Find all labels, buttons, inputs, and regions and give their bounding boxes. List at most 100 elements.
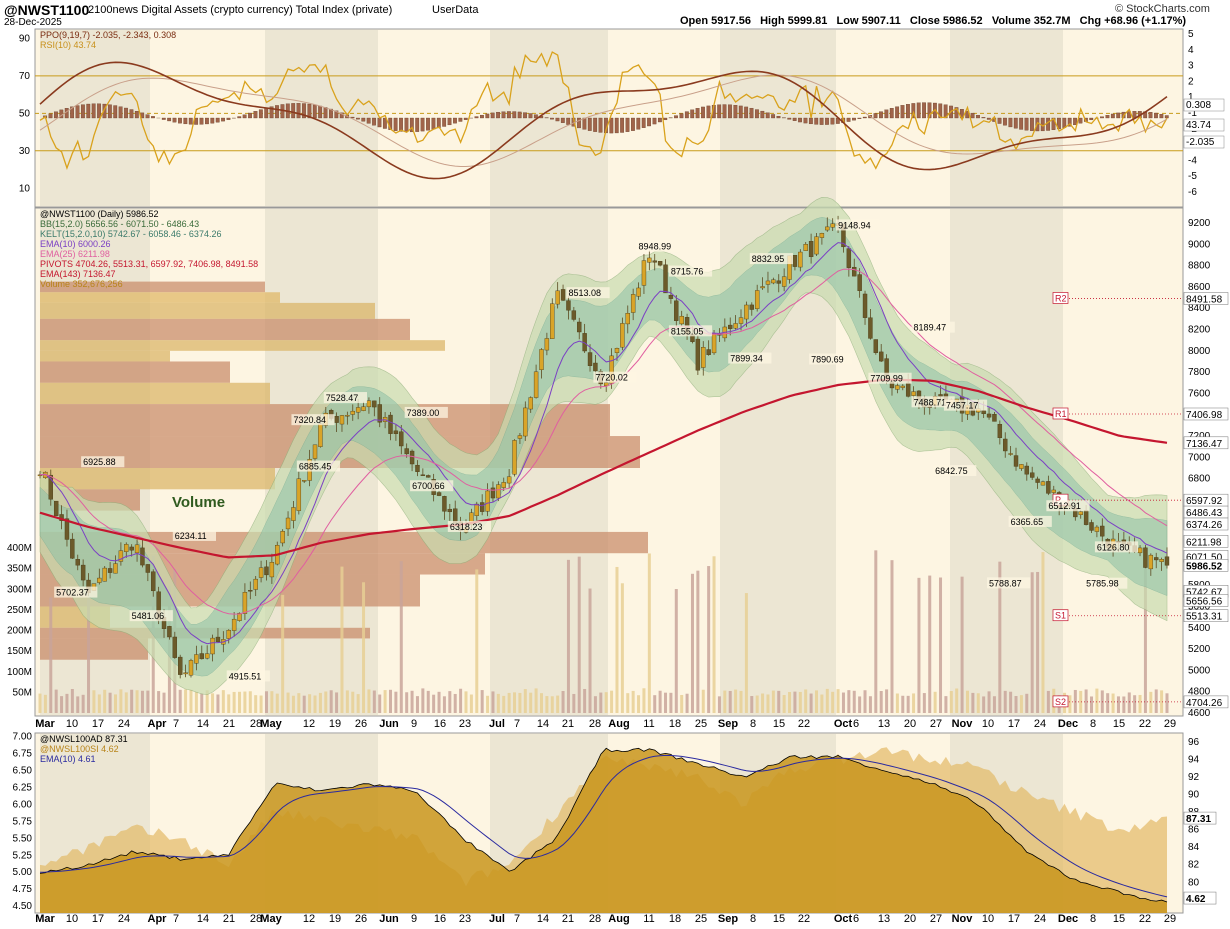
candle-body bbox=[296, 478, 302, 511]
price-tick: 9200 bbox=[1188, 218, 1211, 229]
volume-bar bbox=[550, 696, 554, 713]
volume-by-price-bar bbox=[40, 302, 375, 319]
ppo-histogram-bar bbox=[458, 117, 463, 122]
candle-body bbox=[1159, 559, 1164, 562]
x-axis-label-main: 23 bbox=[459, 718, 471, 730]
ppo-histogram-bar bbox=[86, 103, 91, 119]
header-source: UserData bbox=[432, 4, 479, 16]
price-tick: 7800 bbox=[1188, 367, 1211, 378]
volume-bar bbox=[529, 692, 533, 713]
ppo-histogram-bar bbox=[307, 103, 312, 119]
candle-body bbox=[862, 293, 868, 318]
ppo-histogram-bar bbox=[134, 111, 139, 119]
price-annotation: 6842.75 bbox=[935, 466, 968, 476]
volume-bar bbox=[572, 693, 576, 713]
candle-body bbox=[226, 630, 231, 639]
annotation-bg bbox=[1094, 541, 1139, 553]
ppo-histogram-bar bbox=[1154, 112, 1158, 119]
x-axis-label-main: Jun bbox=[379, 718, 399, 730]
main-legend-item: EMA(143) 7136.47 bbox=[40, 269, 116, 279]
bottom-value-tag bbox=[1183, 891, 1217, 905]
ppo-histogram-bar bbox=[474, 116, 479, 119]
price-value-text: 5656.56 bbox=[1186, 596, 1223, 607]
volume-bar bbox=[70, 689, 74, 713]
x-axis-label-main: 29 bbox=[1164, 718, 1176, 730]
candle-body bbox=[1143, 547, 1148, 568]
annotation-bg bbox=[911, 321, 955, 333]
bottom-right-tick: 90 bbox=[1188, 789, 1200, 800]
x-axis-label-main: 7 bbox=[514, 718, 520, 730]
ppo-histogram-bar bbox=[80, 104, 85, 119]
top-right-tick: -6 bbox=[1188, 187, 1197, 198]
ppo-histogram-bar bbox=[652, 117, 657, 125]
volume-bar bbox=[227, 694, 231, 713]
volume-bar bbox=[378, 694, 382, 713]
ppo-histogram-bar bbox=[846, 117, 851, 122]
volume-bar bbox=[750, 696, 754, 713]
main-legend-item: KELT(15,2.0,10) 5742.67 - 6058.46 - 6374… bbox=[40, 229, 221, 239]
ppo-histogram-bar bbox=[501, 111, 506, 119]
volume-bar bbox=[243, 691, 247, 713]
candle-body bbox=[857, 274, 862, 291]
ppo-legend: PPO(9,19,7) -2.035, -2.343, 0.308 bbox=[40, 30, 176, 40]
volume-bar bbox=[1084, 689, 1088, 713]
volume-bar bbox=[912, 693, 916, 713]
volume-bar bbox=[831, 691, 835, 713]
ppo-histogram-bar bbox=[248, 112, 252, 119]
volume-bar bbox=[496, 693, 500, 713]
price-value-tag bbox=[1183, 407, 1229, 421]
candle-body bbox=[900, 385, 905, 388]
x-axis-label-main: 18 bbox=[669, 718, 681, 730]
volume-bar bbox=[108, 692, 112, 713]
candle-body bbox=[269, 561, 275, 578]
pivot-label: R2 bbox=[1055, 293, 1067, 303]
volume-bar bbox=[879, 690, 883, 713]
ppo-histogram-bar bbox=[862, 116, 867, 119]
volume-bar bbox=[432, 694, 436, 713]
annotation-bg bbox=[296, 460, 341, 472]
candle-body bbox=[852, 266, 857, 277]
volume-bar bbox=[415, 696, 419, 713]
candle-body bbox=[393, 430, 399, 434]
header-ohlc: Open 5917.56 High 5999.81 Low 5907.11 Cl… bbox=[680, 15, 1187, 27]
bottom-legend-item: @NWSL100SI 4.62 bbox=[40, 744, 119, 754]
ppo-histogram-bar bbox=[550, 117, 554, 120]
volume-bar bbox=[717, 696, 721, 713]
volume-bar bbox=[1036, 571, 1040, 713]
ppo-histogram-bar bbox=[517, 111, 522, 119]
candle-body bbox=[630, 294, 636, 313]
annotation-bg bbox=[226, 670, 270, 682]
candle-body bbox=[496, 484, 501, 499]
volume-bar bbox=[135, 690, 139, 713]
candle-body bbox=[674, 300, 679, 321]
volume-bar bbox=[38, 693, 42, 713]
price-tick: 8600 bbox=[1188, 282, 1211, 293]
volume-bar bbox=[906, 695, 910, 713]
candle-body bbox=[248, 590, 253, 592]
price-value-tag bbox=[1183, 292, 1229, 305]
annotation-bg bbox=[447, 520, 492, 532]
annotation-bg bbox=[1084, 577, 1128, 589]
ppo-histogram-bar bbox=[1051, 117, 1056, 130]
candle-body bbox=[312, 444, 318, 459]
volume-bar bbox=[238, 691, 242, 713]
volume-bar bbox=[464, 691, 468, 713]
price-value-text: 4704.26 bbox=[1186, 698, 1223, 709]
ppo-histogram-bar bbox=[927, 102, 932, 119]
volume-bar bbox=[1009, 691, 1013, 713]
price-tick: 8800 bbox=[1188, 261, 1211, 272]
volume-bar bbox=[130, 689, 134, 713]
price-annotation: 7320.84 bbox=[293, 415, 326, 425]
ppo-histogram-bar bbox=[749, 107, 754, 119]
candle-body bbox=[905, 382, 911, 397]
volume-bar bbox=[723, 690, 727, 713]
x-axis-label-main: 21 bbox=[562, 718, 574, 730]
ppo-histogram-bar bbox=[916, 102, 921, 119]
candle-body bbox=[593, 362, 598, 372]
candle-body bbox=[733, 323, 738, 329]
price-annotation: 7457.17 bbox=[946, 401, 979, 411]
volume-bar bbox=[647, 553, 651, 713]
ppo-histogram-bar bbox=[566, 117, 571, 125]
volume-bar bbox=[394, 691, 398, 713]
ppo-histogram-bar bbox=[733, 105, 738, 119]
